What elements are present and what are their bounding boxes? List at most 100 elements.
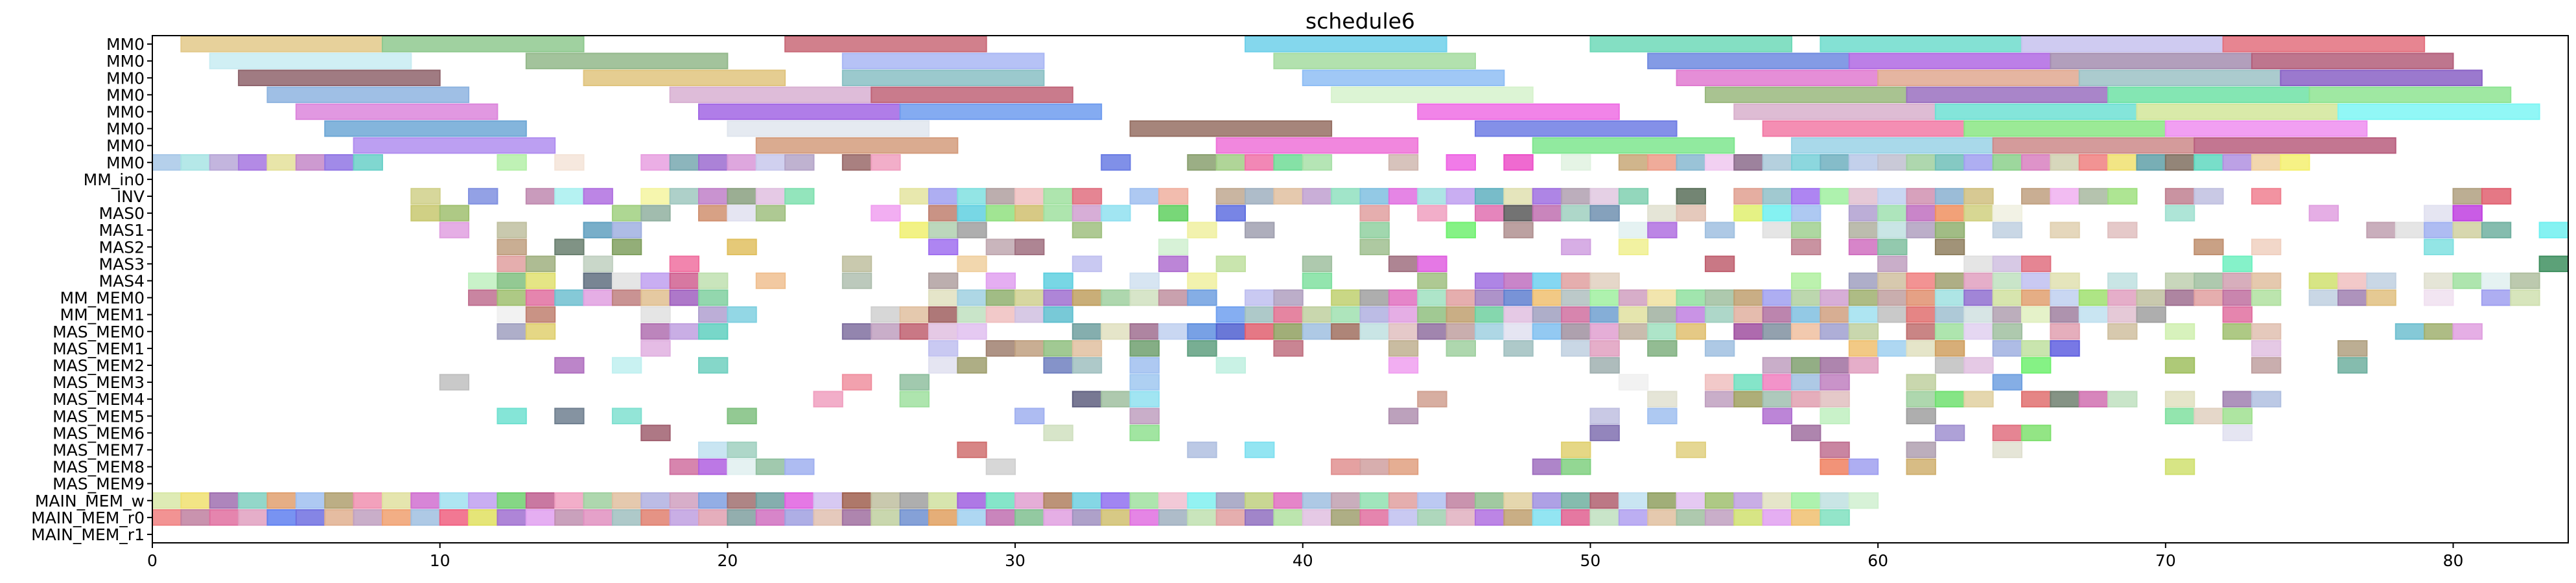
task-bar xyxy=(525,289,556,306)
task-bar xyxy=(2020,188,2052,205)
task-bar xyxy=(1359,238,1390,255)
task-bar xyxy=(1906,340,1936,357)
task-bar xyxy=(1245,323,1275,340)
task-bar xyxy=(1618,188,1649,205)
task-bar xyxy=(2222,272,2253,290)
task-bar xyxy=(1359,289,1390,306)
x-tick-label: 20 xyxy=(717,551,738,570)
task-bar xyxy=(784,154,815,171)
task-bar xyxy=(871,154,901,171)
task-bar xyxy=(1676,289,1706,306)
task-bar xyxy=(1906,222,1936,238)
task-bar xyxy=(1245,289,1275,306)
task-bar xyxy=(1446,492,1476,509)
task-bar xyxy=(1992,323,2022,340)
task-bar xyxy=(2164,323,2195,340)
task-bar xyxy=(1791,357,1821,374)
task-bar xyxy=(1820,357,1850,374)
task-bar xyxy=(1906,154,1936,171)
task-bar xyxy=(1877,188,1908,205)
task-bar xyxy=(1762,357,1793,374)
task-bar xyxy=(1014,509,1045,526)
task-bar xyxy=(1388,154,1419,171)
task-bar xyxy=(727,120,930,137)
task-bar xyxy=(525,272,556,290)
task-bar xyxy=(2078,188,2109,205)
task-bar xyxy=(353,509,383,526)
task-bar xyxy=(1071,205,1103,222)
task-bar xyxy=(2222,255,2253,273)
task-bar xyxy=(784,509,815,526)
task-bar xyxy=(1129,492,1160,509)
task-bar xyxy=(2337,340,2368,357)
task-bar xyxy=(1561,205,1591,222)
task-bar xyxy=(1245,306,1275,323)
task-bar xyxy=(698,289,729,306)
task-bar xyxy=(1906,272,1936,290)
task-bar xyxy=(611,407,642,424)
task-bar xyxy=(1762,289,1793,306)
task-bar xyxy=(1101,391,1131,407)
task-bar xyxy=(1791,289,1821,306)
task-bar xyxy=(554,289,585,306)
task-bar xyxy=(1934,424,1965,442)
task-bar xyxy=(1791,424,1821,442)
task-bar xyxy=(2452,188,2483,205)
y-tick-label: MM0 xyxy=(106,102,145,121)
task-bar xyxy=(1043,306,1073,323)
task-bar xyxy=(525,52,729,69)
x-tick-label: 80 xyxy=(2443,551,2464,570)
task-bar xyxy=(1446,340,1476,357)
task-bar xyxy=(698,492,729,509)
task-bar xyxy=(1647,340,1678,357)
task-bar xyxy=(1992,441,2022,459)
task-bar xyxy=(1906,407,1936,424)
task-bar xyxy=(985,492,1016,509)
task-bar xyxy=(1704,255,1735,273)
task-bar xyxy=(1245,492,1275,509)
task-bar xyxy=(583,272,613,290)
task-bar xyxy=(1733,289,1764,306)
task-bar xyxy=(1273,52,1476,69)
task-bar xyxy=(1532,323,1563,340)
task-bar xyxy=(324,120,527,137)
task-bar xyxy=(1762,492,1793,509)
task-bar xyxy=(1101,492,1131,509)
task-bar xyxy=(2308,272,2339,290)
task-bar xyxy=(1273,306,1304,323)
task-bar xyxy=(1618,306,1649,323)
task-bar xyxy=(1503,272,1534,290)
task-bar xyxy=(525,255,556,273)
task-bar xyxy=(1618,323,1649,340)
task-bar xyxy=(381,492,412,509)
task-bar xyxy=(1014,492,1045,509)
task-bar xyxy=(2251,188,2282,205)
x-tick-label: 10 xyxy=(430,551,451,570)
task-bar xyxy=(2107,188,2138,205)
task-bar xyxy=(1215,306,1247,323)
task-bar xyxy=(1273,289,1304,306)
task-bar xyxy=(755,205,786,222)
task-bar xyxy=(1676,323,1706,340)
task-bar xyxy=(1963,391,1994,407)
task-bar xyxy=(2050,52,2253,69)
task-bar xyxy=(1331,492,1361,509)
task-bar xyxy=(899,323,930,340)
task-bar xyxy=(1446,222,1476,238)
task-bar xyxy=(640,272,671,290)
task-bar xyxy=(583,289,613,306)
task-bar xyxy=(1992,222,2022,238)
task-bar xyxy=(525,306,556,323)
y-tick-label: MAS_MEM7 xyxy=(53,440,145,459)
task-bar xyxy=(1532,188,1563,205)
y-tick-label: MAS3 xyxy=(99,255,145,273)
task-bar xyxy=(1273,188,1304,205)
task-bar xyxy=(497,509,527,526)
task-bar xyxy=(1906,205,1936,222)
task-bar xyxy=(238,509,268,526)
task-bar xyxy=(1589,323,1620,340)
task-bar xyxy=(1561,323,1591,340)
task-bar xyxy=(727,154,757,171)
task-bar xyxy=(669,188,700,205)
